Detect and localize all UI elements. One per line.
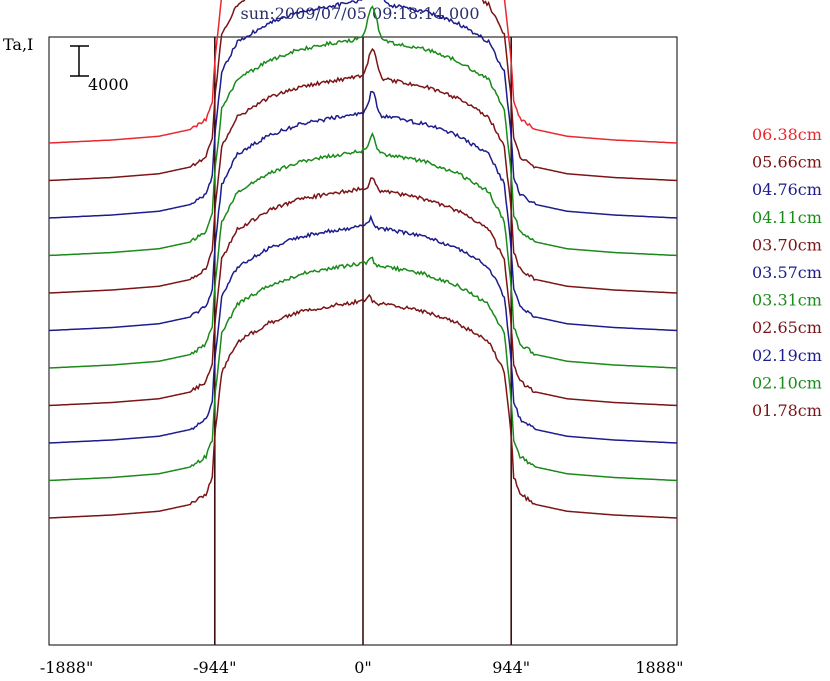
- series-line-01.78cm: [48, 293, 678, 519]
- legend-entry: 01.78cm: [752, 401, 822, 420]
- legend-entry: 02.19cm: [752, 346, 822, 365]
- series-line-03.70cm: [48, 47, 678, 294]
- series-line-05.66cm: [48, 0, 678, 182]
- chart-title: sun:2009/07/05 09:18:14.000: [241, 4, 480, 23]
- x-tick-label: 1888": [635, 658, 683, 677]
- scale-bar-label: 4000: [88, 75, 129, 94]
- legend-entry: 05.66cm: [752, 153, 822, 172]
- y-axis-label: Ta,I: [3, 35, 33, 54]
- series-line-03.31cm: [48, 131, 678, 369]
- series-line-02.19cm: [48, 214, 678, 444]
- series-line-06.38cm: [48, 0, 678, 144]
- series-lines: [48, 0, 678, 519]
- x-tick-labels: -1888" -944" 0" 944" 1888": [40, 658, 684, 677]
- x-tick-label: 0": [354, 658, 372, 677]
- legend: 06.38cm 05.66cm 04.76cm 04.11cm 03.70cm 03.57…: [752, 125, 822, 420]
- legend-entry: 06.38cm: [752, 125, 822, 144]
- legend-entry: 03.31cm: [752, 291, 822, 310]
- legend-entry: 02.65cm: [752, 318, 822, 337]
- legend-entry: 03.57cm: [752, 263, 822, 282]
- scale-bar: [70, 45, 89, 77]
- reference-lines: [213, 37, 513, 645]
- series-line-03.57cm: [48, 90, 678, 332]
- series-line-04.76cm: [48, 0, 678, 219]
- legend-entry: 04.76cm: [752, 180, 822, 199]
- legend-entry: 02.10cm: [752, 373, 822, 392]
- legend-entry: 03.70cm: [752, 235, 822, 254]
- legend-entry: 04.11cm: [752, 208, 822, 227]
- x-tick-label: 944": [492, 658, 530, 677]
- series-line-02.10cm: [48, 256, 678, 482]
- series-line-04.11cm: [48, 5, 678, 257]
- x-tick-label: -1888": [40, 658, 93, 677]
- x-tick-label: -944": [193, 658, 236, 677]
- series-line-02.65cm: [48, 177, 678, 407]
